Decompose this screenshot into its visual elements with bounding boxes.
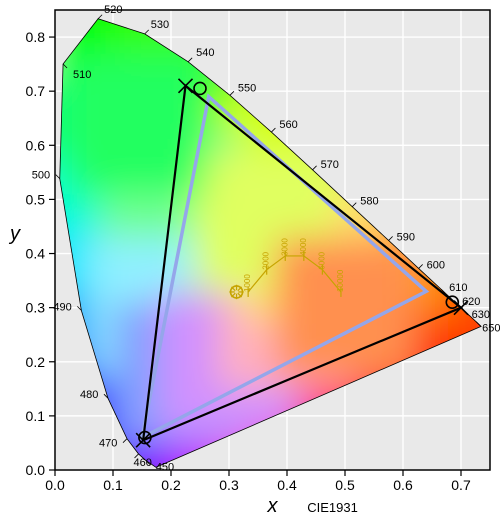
wavelength-label: 460	[134, 457, 152, 469]
x-tick-label: 0.7	[451, 477, 471, 493]
x-tick-label: 0.6	[393, 477, 413, 493]
cct-label: 2000	[262, 251, 271, 269]
x-tick-label: 0.1	[103, 477, 123, 493]
wavelength-label: 610	[449, 282, 467, 294]
y-tick-label: 0.6	[26, 137, 46, 153]
wavelength-label: 560	[279, 119, 297, 131]
wavelength-label: 570	[321, 159, 339, 171]
footer-label: CIE1931	[307, 500, 358, 515]
wavelength-label: 500	[32, 170, 50, 182]
y-tick-label: 0.0	[26, 462, 46, 478]
y-tick-label: 0.1	[26, 408, 46, 424]
wavelength-label: 540	[196, 47, 214, 59]
x-tick-label: 0.5	[335, 477, 355, 493]
wavelength-label: 600	[427, 259, 445, 271]
y-tick-label: 0.8	[26, 29, 46, 45]
wavelength-label: 590	[397, 231, 415, 243]
y-axis-label: y	[8, 223, 21, 245]
x-tick-label: 0.4	[277, 477, 297, 493]
wavelength-label: 580	[360, 196, 378, 208]
wavelength-label: 510	[73, 69, 91, 81]
x-tick-label: 0.0	[45, 477, 65, 493]
x-tick-label: 0.3	[219, 477, 239, 493]
wavelength-label: 450	[156, 461, 174, 473]
wavelength-label: 630	[472, 309, 490, 321]
wavelength-label: 620	[462, 296, 480, 308]
wavelength-label: 480	[80, 389, 98, 401]
y-tick-label: 0.4	[26, 246, 46, 262]
y-tick-label: 0.2	[26, 354, 46, 370]
y-tick-label: 0.7	[26, 83, 46, 99]
x-tick-label: 0.2	[161, 477, 181, 493]
cct-label: 10000	[336, 269, 345, 292]
wavelength-label: 650	[482, 323, 500, 335]
wavelength-label: 470	[99, 438, 117, 450]
wavelength-label: 550	[238, 82, 256, 94]
wavelength-label: 490	[53, 301, 71, 313]
y-tick-label: 0.5	[26, 191, 46, 207]
cct-label: 3000	[280, 238, 289, 256]
x-axis-label: x	[267, 495, 279, 517]
cie1931-chromaticity-diagram: 1000200030004000600010000 0.00.10.20.30.…	[0, 0, 500, 517]
wavelength-label: 520	[104, 4, 122, 16]
wavelength-label: 530	[151, 19, 169, 31]
cct-label: 4000	[299, 238, 308, 256]
y-tick-label: 0.3	[26, 300, 46, 316]
